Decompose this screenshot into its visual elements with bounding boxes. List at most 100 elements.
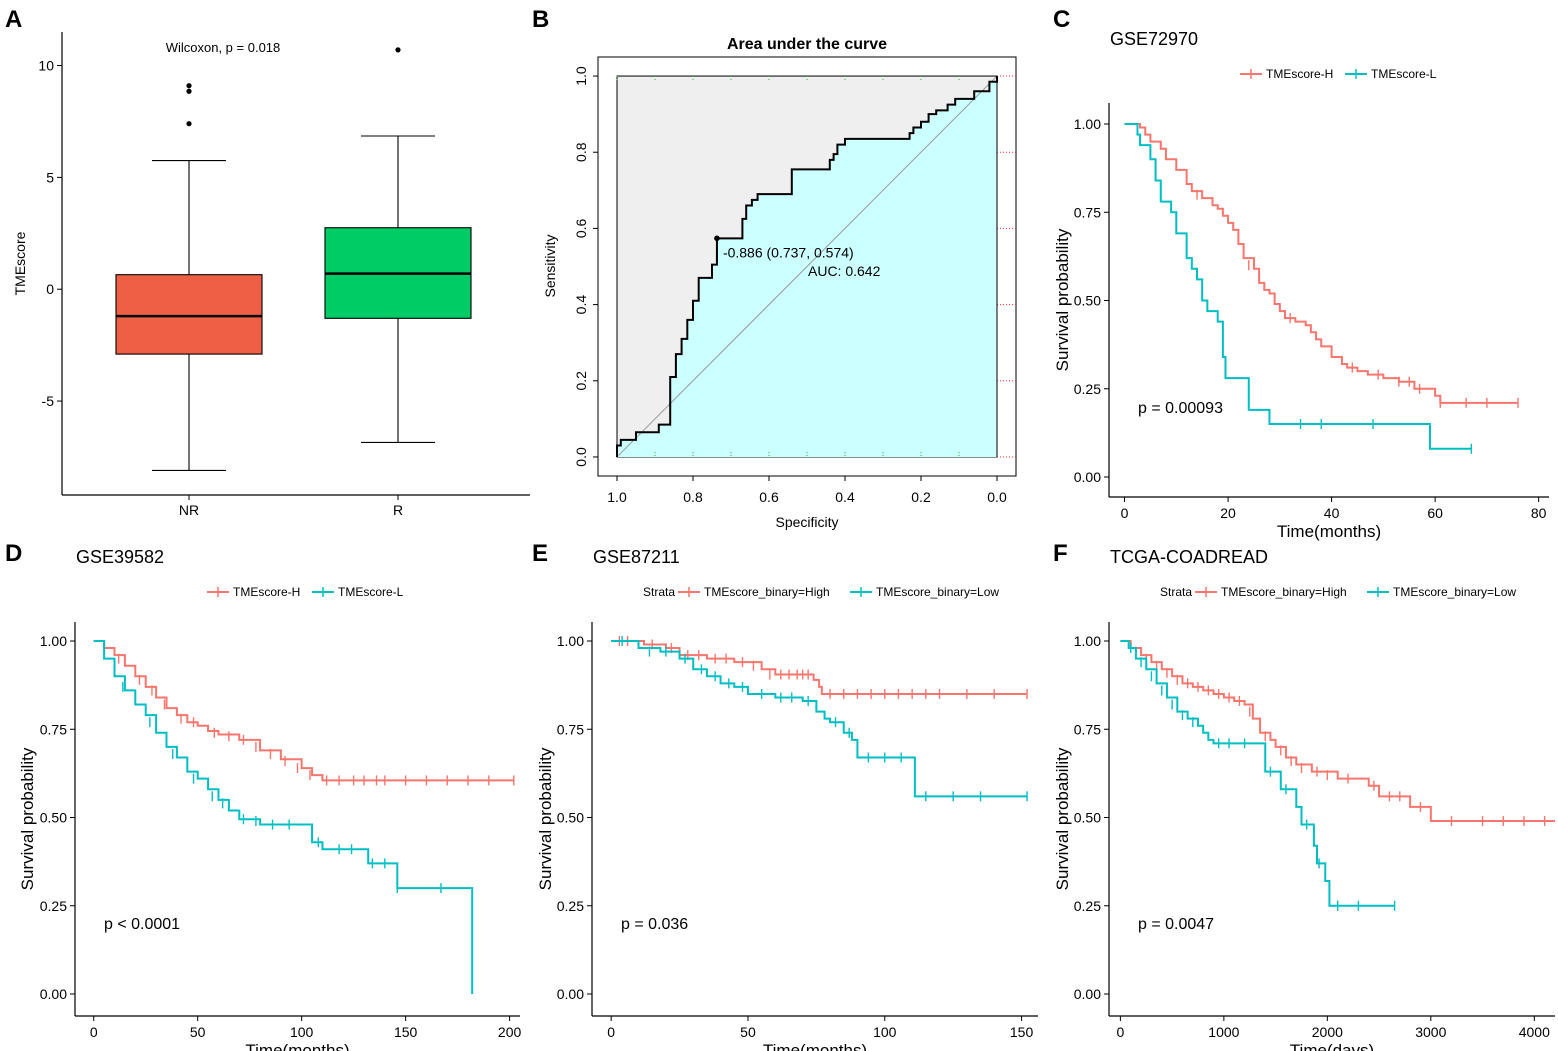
y-tick-label: 0.50 <box>1074 810 1101 826</box>
panel-letter-d: D <box>5 540 22 567</box>
y-axis-title: Sensitivity <box>542 234 558 297</box>
auc-label: AUC: 0.642 <box>808 263 881 279</box>
x-tick-label: 0 <box>1116 1024 1124 1040</box>
y-tick-label: 0.50 <box>557 810 584 826</box>
x-tick-label: 50 <box>740 1024 756 1040</box>
km-curve <box>93 640 474 994</box>
y-tick-label: 0.25 <box>1074 898 1101 914</box>
panel-letter-e: E <box>532 540 548 567</box>
dataset-title: GSE72970 <box>1110 29 1198 49</box>
x-tick-label: 4000 <box>1519 1024 1550 1040</box>
x-axis-title: Time(months) <box>1277 522 1381 541</box>
x-tick-label: 80 <box>1531 505 1547 521</box>
x-tick-label: 1000 <box>1208 1024 1239 1040</box>
y-axis-title: Survival probability <box>1053 747 1072 890</box>
legend-label: TMEscore-L <box>1371 67 1437 81</box>
x-tick-label: 0 <box>1121 505 1129 521</box>
legend-label: TMEscore-H <box>1266 67 1333 81</box>
panel-letter-b: B <box>532 6 549 33</box>
y-tick-label: 0.00 <box>1074 986 1101 1002</box>
km-panel-e: 0.00 0.25 0.50 0.75 1.00 0 50 100 150 Time(months… <box>536 547 1038 1051</box>
y-tick-label: 0.75 <box>557 721 584 737</box>
x-tick-label: 50 <box>190 1024 206 1040</box>
diagonal-reference <box>616 75 998 458</box>
dataset-title: GSE39582 <box>76 547 164 567</box>
y-tick-label: 5 <box>46 169 54 185</box>
y-tick-label: 0.75 <box>40 721 67 737</box>
x-tick-label: 100 <box>873 1024 897 1040</box>
x-tick-label: 150 <box>1010 1024 1034 1040</box>
x-axis-title: Time(days) <box>1290 1041 1374 1051</box>
wilcoxon-annotation: Wilcoxon, p = 0.018 <box>166 40 281 55</box>
x-tick-label: 0.2 <box>911 489 931 505</box>
x-tick-label: 2000 <box>1312 1024 1343 1040</box>
x-tick-label: R <box>393 502 403 518</box>
y-tick-label: 0.00 <box>1074 469 1101 485</box>
p-value: p < 0.0001 <box>104 916 180 933</box>
y-tick-label: 0.50 <box>40 810 67 826</box>
panel-letter-c: C <box>1053 6 1070 33</box>
x-tick-label: 150 <box>394 1024 418 1040</box>
x-tick-label: 0.4 <box>835 489 855 505</box>
x-axis-title: Time(months) <box>763 1041 867 1051</box>
y-axis-title: Survival probability <box>18 747 37 890</box>
y-tick-label: 1.00 <box>1074 633 1101 649</box>
panel-letter-f: F <box>1053 540 1068 567</box>
outlier-point <box>395 47 401 53</box>
outlier-point <box>186 88 192 94</box>
p-value: p = 0.0047 <box>1138 916 1214 933</box>
x-tick-label: 0 <box>90 1024 98 1040</box>
legend-title: Strata <box>643 585 675 599</box>
roc-curve <box>616 76 998 457</box>
outlier-point <box>186 83 192 89</box>
km-panel-d: 0.00 0.25 0.50 0.75 1.00 0 50 100 150 200 Time(mon… <box>18 547 521 1051</box>
y-tick-label: 0.75 <box>1074 721 1101 737</box>
km-panel-f: 0.00 0.25 0.50 0.75 1.00 0 1000 2000 3000 4000 Tim… <box>1053 547 1555 1051</box>
legend-label: TMEscore_binary=High <box>1221 585 1347 599</box>
y-tick-label: 0.25 <box>557 898 584 914</box>
y-tick-label: 0.0 <box>573 447 589 467</box>
outlier-point <box>186 121 192 127</box>
y-tick-label: 0 <box>46 281 54 297</box>
dataset-title: GSE87211 <box>593 547 680 567</box>
dataset-title: TCGA-COADREAD <box>1110 547 1268 567</box>
box-nr <box>115 274 263 355</box>
km-curve <box>93 640 514 782</box>
y-tick-label: 0.4 <box>573 295 589 315</box>
roc-panel-b: -0.886 (0.737, 0.574) AUC: 0.642 Area unde… <box>542 36 1017 530</box>
x-tick-label: NR <box>179 502 199 518</box>
x-tick-label: 3000 <box>1415 1024 1446 1040</box>
panel-letter-a: A <box>5 6 22 33</box>
y-tick-label: 0.6 <box>573 218 589 238</box>
y-tick-label: 0.75 <box>1074 204 1101 220</box>
y-axis-title: TMEscore <box>12 231 28 295</box>
y-tick-label: 1.0 <box>573 66 589 86</box>
roc-title: Area under the curve <box>727 36 887 53</box>
y-tick-label: 0.00 <box>557 986 584 1002</box>
x-tick-label: 200 <box>498 1024 522 1040</box>
x-tick-label: 100 <box>290 1024 314 1040</box>
x-axis-title: Time(months) <box>245 1041 349 1051</box>
x-tick-label: 40 <box>1324 505 1340 521</box>
km-curve <box>611 640 1028 695</box>
legend-label: TMEscore_binary=Low <box>1393 585 1516 599</box>
x-tick-label: 20 <box>1220 505 1236 521</box>
x-tick-label: 0.8 <box>683 489 703 505</box>
legend-label: TMEscore_binary=Low <box>876 585 999 599</box>
legend-label: TMEscore-H <box>233 585 300 599</box>
y-tick-label: 10 <box>38 58 54 74</box>
legend-title: Strata <box>1160 585 1192 599</box>
y-tick-label: 1.00 <box>557 633 584 649</box>
legend-label: TMEscore-L <box>338 585 404 599</box>
x-tick-label: 0.0 <box>987 489 1007 505</box>
p-value: p = 0.00093 <box>1138 400 1223 417</box>
legend-label: TMEscore_binary=High <box>704 585 830 599</box>
y-tick-label: 0.25 <box>40 898 67 914</box>
y-axis-title: Survival probability <box>536 747 555 890</box>
x-tick-label: 0.6 <box>759 489 779 505</box>
y-tick-label: 0.00 <box>40 986 67 1002</box>
km-curve <box>1120 640 1395 907</box>
y-tick-label: -5 <box>42 393 55 409</box>
km-curve <box>1124 123 1518 404</box>
